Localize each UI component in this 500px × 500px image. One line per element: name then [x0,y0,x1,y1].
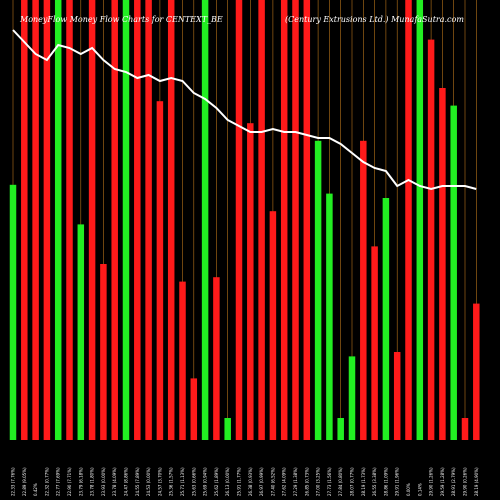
x-tick-label: 28.07 (0.77%) [350,467,355,496]
bar [43,0,51,440]
bar [190,378,198,440]
bar [393,352,401,440]
bar [179,281,186,440]
x-tick-label: 28.86 (1.09%) [383,467,388,496]
bar [21,0,28,440]
bar [461,418,469,440]
bar [371,246,378,440]
bar [167,0,175,440]
x-tick-label: 28.19 (4.90%) [474,467,479,496]
x-tick-label: 29.59 (1.28%) [440,467,445,496]
x-tick-label: 25.91 (1.77%) [237,467,242,496]
bar [427,39,435,440]
x-tick-label: 23.78 (4.09%) [112,467,117,496]
bar [111,0,118,440]
bars [9,0,480,441]
x-tick-label: 25.69 (0.94%) [203,467,208,496]
x-tick-label: 26.38 (0.93%) [248,467,253,496]
x-tick-label: 23.93 (0.00%) [101,467,106,496]
x-tick-label: 26.97 (0.99%) [259,467,264,496]
bar [326,193,333,440]
x-tick-label: 24.55 (7.89%) [135,467,140,496]
bar [269,211,277,440]
x-tick-label: 22.32 (0.77%) [44,467,49,496]
bar [292,0,299,440]
bar [66,0,73,440]
x-tick-label: 0.00% [406,483,411,496]
x-tick-label: 25.63 (0.66%) [191,467,196,496]
x-tick-label: 24.47 (8.86%) [124,467,129,496]
x-tick-label: 25.62 (1.89%) [214,467,219,496]
x-tick-label: 29.90 (0.26%) [463,467,468,496]
bar [303,0,311,440]
x-tick-label: 26.55 (3.38%) [372,467,377,496]
bar [382,198,390,440]
bar [450,105,457,440]
bar [156,101,164,440]
x-tick-label: 23.78 (1.80%) [90,467,95,496]
bar [100,264,107,440]
bar [360,140,367,441]
bar [473,303,480,440]
bar [405,0,412,440]
x-tick-label: 25.36 (1.57%) [169,467,174,496]
bar [247,123,254,440]
bar [88,0,96,440]
x-tick-label: 25.71 (1.13%) [180,467,185,496]
x-tick-label: 22.77 (7.69%) [56,467,61,496]
x-tick-label: 0.42% [33,483,38,496]
bar [54,0,62,440]
x-tick-label: 22.90 (7.71%) [67,467,72,496]
bar [258,0,265,440]
bar [348,356,356,440]
bar [122,0,130,440]
chart-title: MoneyFlow Money Flow Charts for CENTEXT_… [19,15,223,24]
bar [416,0,424,440]
x-tick-label: 28.19 (1.73%) [361,467,366,496]
bar [77,224,85,440]
x-tick-label: 24.57 (3.70%) [157,467,162,496]
x-tick-label: 28.91 (2.79%) [451,467,456,496]
x-tick-label: 27.84 (0.80%) [338,467,343,496]
x-axis-ticks: 22.33 (7.76%) 22.89 (9.05%) 0.42% 22.32 (0.… [11,467,479,496]
bar [224,418,231,440]
bar [32,0,39,440]
x-tick-label: 24.53 (0.00%) [146,467,151,496]
bar [134,0,141,440]
chart-subtitle: (Century Extrusions Ltd.) MunafaSutra.co… [285,15,464,24]
bar [337,418,344,440]
x-tick-label: 27.73 (1.56%) [327,467,332,496]
x-tick-label: 26.13 (0.00%) [225,467,230,496]
x-tick-label: 23.79 (6.18%) [78,467,83,496]
bar [9,184,17,440]
bar [439,88,446,440]
x-tick-label: 26.85 (0.73%) [304,467,309,496]
flow-line [12,29,477,191]
x-tick-label: 27.29 (1.38%) [293,467,298,496]
bar [280,0,288,440]
x-tick-label: 27.40 (6.52%) [270,467,275,496]
x-tick-label: 22.33 (7.76%) [11,467,16,496]
x-tick-label: 29.90 (1.26%) [429,467,434,496]
x-tick-label: 27.62 (4.09%) [282,467,287,496]
bar [201,0,209,440]
x-tick-label: 29.91 (1.96%) [395,467,400,496]
x-tick-label: 0.14% [417,483,422,496]
bar [213,277,220,440]
x-tick-label: 22.89 (9.05%) [22,467,27,496]
bar [145,0,152,440]
x-tick-label: 27.00 (3.25%) [316,467,321,496]
bar [235,0,243,440]
bar [314,140,322,441]
